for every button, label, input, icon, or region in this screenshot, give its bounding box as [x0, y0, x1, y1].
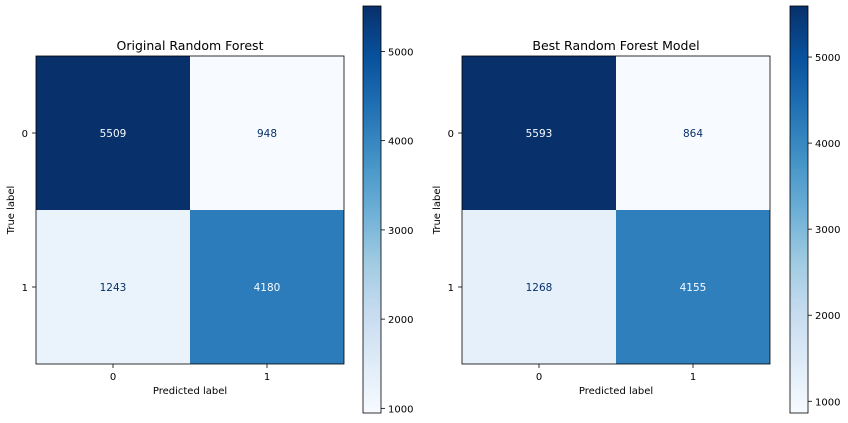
cell-value-label: 5509	[100, 128, 127, 140]
x-tick-label: 1	[690, 372, 696, 383]
y-axis-label: True label	[432, 186, 443, 236]
x-tick-label: 0	[536, 372, 542, 383]
colorbar-tick-label: 3000	[388, 226, 413, 237]
cell-value-label: 864	[683, 128, 703, 140]
y-tick-label: 1	[448, 283, 454, 294]
matrix-cell-r1-c0	[462, 210, 616, 364]
cell-value-label: 1243	[100, 282, 127, 294]
cell-value-label: 1268	[526, 282, 553, 294]
cell-value-label: 4155	[680, 282, 707, 294]
colorbar-tick-label: 2000	[388, 315, 413, 326]
cell-value-label: 5593	[526, 128, 553, 140]
matrix-cell-r0-c0	[36, 56, 190, 210]
matrix-cell-r0-c1	[616, 56, 770, 210]
colorbar-tick-label: 2000	[815, 311, 840, 322]
y-axis-label: True label	[6, 186, 17, 236]
matrix-cell-r0-c1	[190, 56, 344, 210]
x-tick-label: 0	[110, 372, 116, 383]
x-axis-label: Predicted label	[153, 386, 227, 397]
colorbar-tick-label: 4000	[388, 137, 413, 148]
axes-frame	[461, 55, 771, 365]
chart-title: Best Random Forest Model	[532, 38, 699, 53]
y-tick-label: 1	[22, 283, 28, 294]
y-tick-label: 0	[22, 129, 28, 140]
colorbar-tick-label: 5000	[815, 53, 840, 64]
cell-value-label: 4180	[254, 282, 281, 294]
x-axis-label: Predicted label	[579, 386, 653, 397]
colorbar	[789, 5, 809, 414]
y-tick-label: 0	[448, 129, 454, 140]
x-tick-label: 1	[264, 372, 270, 383]
matrix-cell-r1-c1	[616, 210, 770, 364]
chart-title: Original Random Forest	[117, 38, 264, 53]
colorbar-tick-label: 4000	[815, 139, 840, 150]
confusion-matrix-panel-2: Best Random Forest Model 5593 864 1268 4155 0…	[432, 5, 840, 414]
colorbar-tick-label: 5000	[388, 47, 413, 58]
colorbar	[362, 5, 382, 414]
colorbar-tick-label: 1000	[388, 404, 413, 415]
matrix-cell-r1-c1	[190, 210, 344, 364]
colorbar-tick-label: 3000	[815, 225, 840, 236]
colorbar-tick-label: 1000	[815, 397, 840, 408]
cell-value-label: 948	[257, 128, 277, 140]
matrix-cell-r1-c0	[36, 210, 190, 364]
axes-frame	[35, 55, 345, 365]
matrix-cell-r0-c0	[462, 56, 616, 210]
